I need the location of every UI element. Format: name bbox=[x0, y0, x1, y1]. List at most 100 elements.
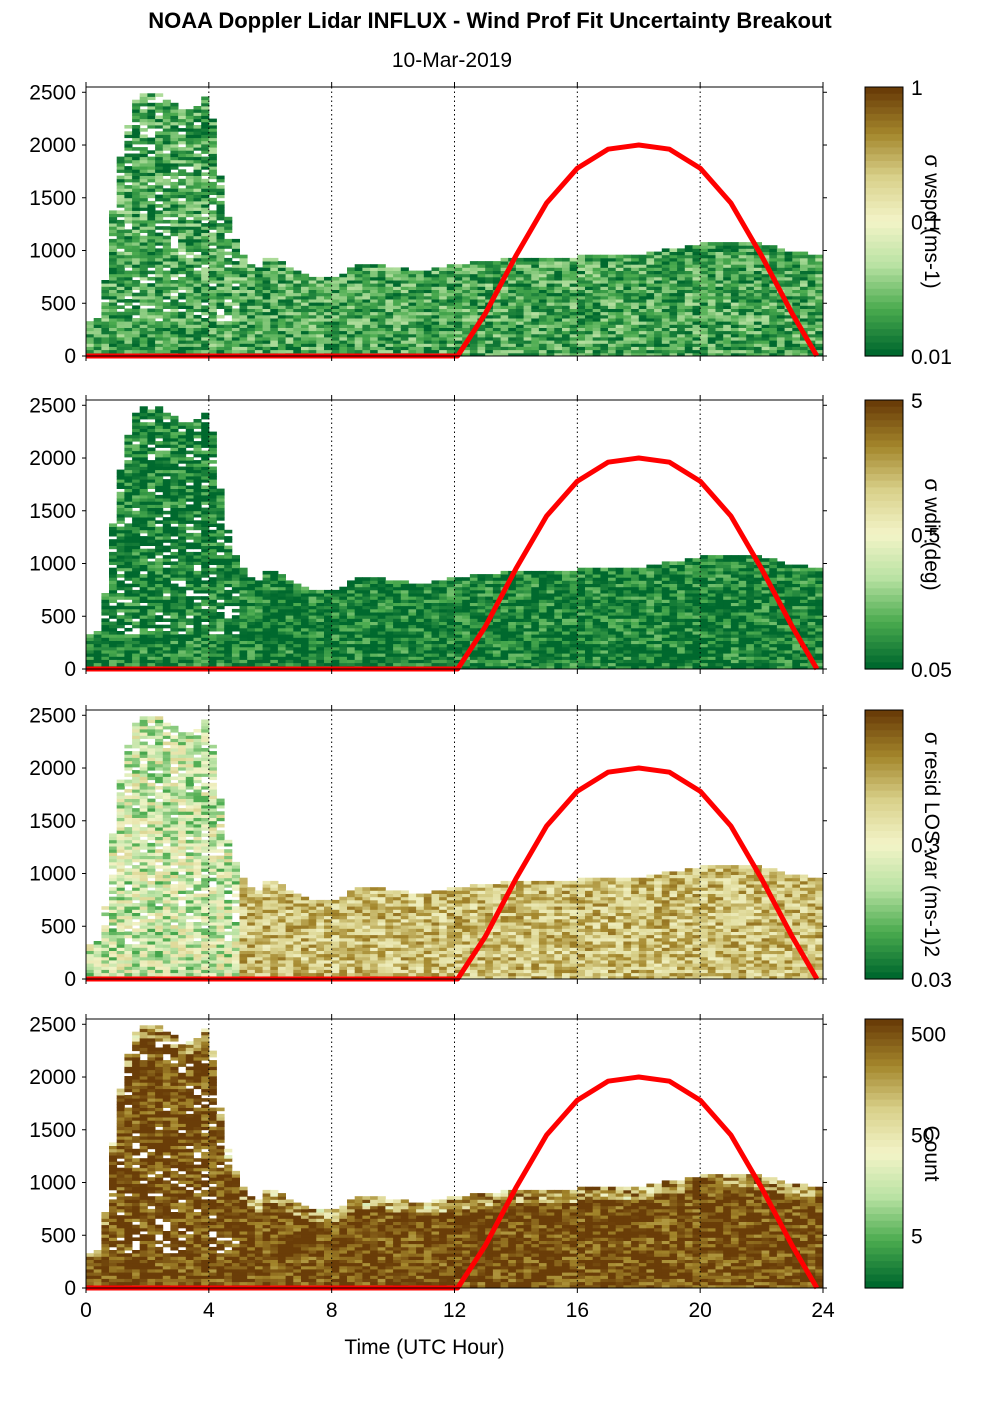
heatmap-cell bbox=[500, 337, 509, 341]
heatmap-cell bbox=[147, 599, 156, 603]
heatmap-cell bbox=[807, 286, 816, 290]
heatmap-cell bbox=[538, 286, 547, 290]
heatmap-cell bbox=[684, 292, 693, 297]
heatmap-cell bbox=[132, 599, 141, 603]
heatmap-cell bbox=[546, 327, 555, 332]
heatmap-cell bbox=[178, 321, 187, 325]
heatmap-cell bbox=[139, 128, 148, 132]
heatmap-cell bbox=[277, 270, 286, 275]
heatmap-cell bbox=[170, 662, 179, 667]
heatmap-cell bbox=[324, 349, 333, 354]
heatmap-cell bbox=[116, 280, 125, 284]
heatmap-cell bbox=[277, 596, 286, 600]
heatmap-cell bbox=[116, 494, 125, 499]
heatmap-cell bbox=[132, 248, 141, 252]
heatmap-cell bbox=[239, 621, 248, 626]
heatmap-cell bbox=[216, 251, 225, 256]
heatmap-cell bbox=[546, 270, 555, 275]
heatmap-cell bbox=[155, 593, 164, 597]
heatmap-cell bbox=[293, 302, 302, 306]
heatmap-cell bbox=[178, 295, 187, 300]
heatmap-cell bbox=[170, 624, 179, 629]
heatmap-cell bbox=[654, 273, 663, 278]
heatmap-cell bbox=[646, 321, 655, 325]
heatmap-cell bbox=[116, 156, 125, 161]
heatmap-cell bbox=[523, 337, 532, 341]
heatmap-cell bbox=[293, 311, 302, 316]
heatmap-cell bbox=[615, 324, 624, 328]
heatmap-cell bbox=[677, 261, 686, 265]
heatmap-cell bbox=[116, 526, 125, 531]
heatmap-cell bbox=[723, 324, 732, 328]
heatmap-cell bbox=[454, 283, 463, 287]
heatmap-cell bbox=[723, 245, 732, 249]
heatmap-cell bbox=[124, 273, 133, 278]
heatmap-cell bbox=[531, 349, 540, 354]
heatmap-cell bbox=[638, 337, 647, 341]
heatmap-cell bbox=[116, 264, 125, 268]
heatmap-cell bbox=[776, 261, 785, 265]
heatmap-cell bbox=[116, 580, 125, 584]
heatmap-cell bbox=[162, 643, 171, 648]
heatmap-cell bbox=[139, 159, 148, 164]
heatmap-cell bbox=[116, 267, 125, 271]
heatmap-cell bbox=[162, 472, 171, 477]
heatmap-cell bbox=[201, 311, 210, 316]
heatmap-cell bbox=[224, 574, 233, 578]
heatmap-cell bbox=[239, 280, 248, 284]
heatmap-cell bbox=[132, 561, 141, 565]
heatmap-cell bbox=[485, 283, 494, 287]
heatmap-cell bbox=[631, 257, 640, 262]
heatmap-cell bbox=[193, 504, 202, 508]
heatmap-cell bbox=[201, 640, 210, 645]
heatmap-cell bbox=[109, 330, 118, 335]
heatmap-cell bbox=[592, 286, 601, 290]
heatmap-cell bbox=[162, 181, 171, 186]
heatmap-cell bbox=[170, 605, 179, 610]
heatmap-cell bbox=[416, 273, 425, 278]
heatmap-cell bbox=[216, 513, 225, 518]
heatmap-cell bbox=[208, 570, 217, 575]
heatmap-cell bbox=[193, 631, 202, 635]
heatmap-cell bbox=[723, 264, 732, 268]
heatmap-cell bbox=[393, 292, 402, 297]
heatmap-cell bbox=[707, 311, 716, 316]
heatmap-cell bbox=[692, 327, 701, 332]
heatmap-cell bbox=[285, 631, 294, 635]
heatmap-cell bbox=[277, 640, 286, 645]
heatmap-cell bbox=[155, 656, 164, 660]
heatmap-cell bbox=[132, 513, 141, 518]
heatmap-cell bbox=[116, 188, 125, 192]
heatmap-cell bbox=[139, 650, 148, 654]
heatmap-cell bbox=[201, 330, 210, 335]
heatmap-cell bbox=[277, 621, 286, 626]
heatmap-cell bbox=[178, 510, 187, 515]
heatmap-cell bbox=[124, 608, 133, 613]
heatmap-cell bbox=[139, 482, 148, 486]
heatmap-cell bbox=[385, 295, 394, 300]
heatmap-cell bbox=[139, 504, 148, 508]
heatmap-cell bbox=[124, 200, 133, 205]
heatmap-cell bbox=[170, 264, 179, 268]
heatmap-cell bbox=[661, 333, 670, 338]
heatmap-cell bbox=[124, 346, 133, 351]
heatmap-cell bbox=[293, 283, 302, 287]
heatmap-cell bbox=[109, 254, 118, 259]
heatmap-cell bbox=[178, 466, 187, 471]
heatmap-cell bbox=[792, 311, 801, 316]
heatmap-cell bbox=[139, 431, 148, 436]
heatmap-cell bbox=[723, 295, 732, 300]
heatmap-cell bbox=[193, 621, 202, 626]
heatmap-cell bbox=[254, 646, 263, 651]
heatmap-cell bbox=[155, 586, 164, 591]
heatmap-cell bbox=[162, 520, 171, 524]
heatmap-cell bbox=[715, 343, 724, 347]
heatmap-cell bbox=[170, 200, 179, 205]
heatmap-cell bbox=[193, 204, 202, 208]
heatmap-cell bbox=[185, 235, 194, 240]
heatmap-cell bbox=[515, 299, 524, 303]
heatmap-cell bbox=[132, 254, 141, 259]
heatmap-cell bbox=[569, 314, 578, 319]
heatmap-cell bbox=[178, 153, 187, 158]
heatmap-cell bbox=[677, 308, 686, 313]
